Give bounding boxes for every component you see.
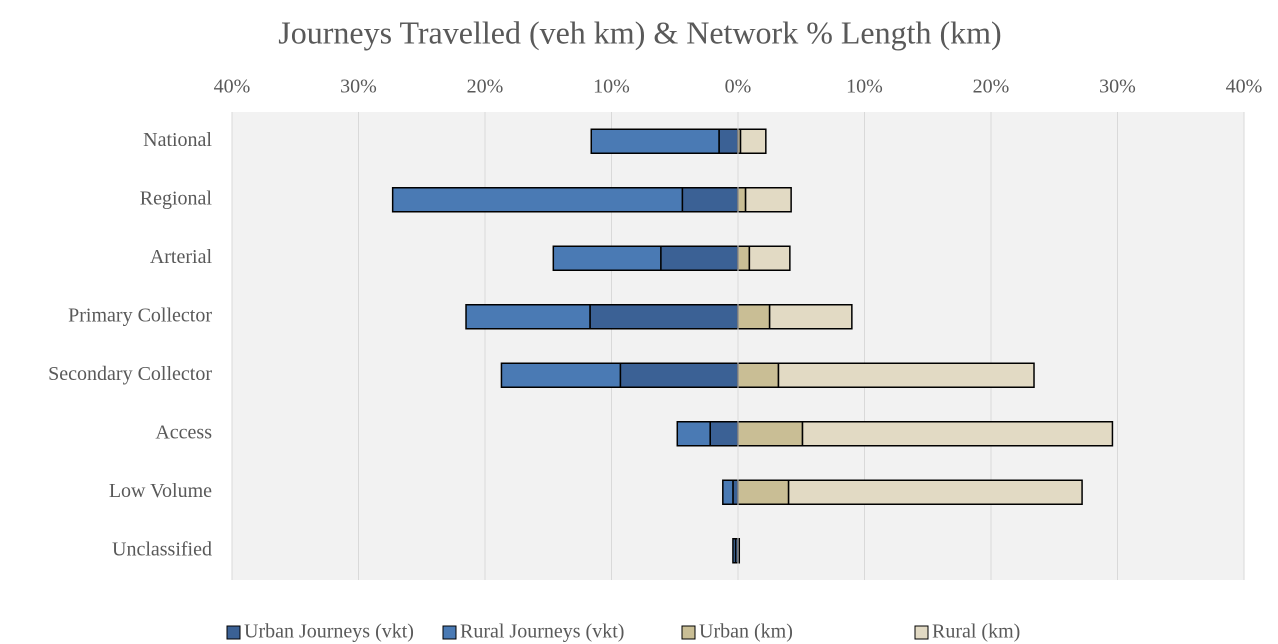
legend-swatch [914, 625, 929, 640]
bar [676, 421, 711, 447]
x-tick-label: 0% [725, 76, 752, 98]
bar [465, 304, 591, 330]
chart-title: Journeys Travelled (veh km) & Network % … [278, 14, 1001, 50]
legend-swatch [226, 625, 241, 640]
x-tick-label: 20% [467, 76, 504, 98]
bar [801, 421, 1114, 447]
y-tick-label: Secondary Collector [48, 363, 212, 385]
bar [552, 245, 662, 271]
legend-label: Rural Journeys (vkt) [460, 621, 624, 643]
x-tick-label: 10% [846, 76, 883, 98]
bar [739, 128, 767, 154]
bar [709, 421, 739, 447]
bar [589, 304, 739, 330]
y-tick-label: Primary Collector [68, 304, 212, 326]
bar [748, 245, 791, 271]
legend-swatch [681, 625, 696, 640]
x-tick-label: 30% [340, 76, 377, 98]
legend-label: Urban (km) [699, 621, 793, 643]
bar [660, 245, 739, 271]
y-tick-label: Unclassified [112, 538, 212, 560]
bar [590, 128, 720, 154]
bar [737, 245, 751, 271]
bar [732, 479, 739, 505]
bar [737, 362, 780, 388]
bar [500, 362, 622, 388]
bar [391, 187, 684, 213]
y-tick-label: National [143, 129, 212, 151]
y-tick-label: Low Volume [109, 480, 212, 502]
y-tick-label: Access [155, 421, 212, 443]
bar [681, 187, 739, 213]
bar [737, 421, 804, 447]
y-tick-label: Arterial [150, 246, 213, 268]
bar [744, 187, 792, 213]
x-tick-label: 10% [593, 76, 630, 98]
y-tick-label: Regional [140, 187, 213, 209]
bar [718, 128, 739, 154]
x-tick-label: 40% [214, 76, 251, 98]
bar [722, 479, 734, 505]
bar [732, 538, 737, 564]
legend-label: Urban Journeys (vkt) [244, 621, 414, 643]
bar [787, 479, 1083, 505]
x-tick-label: 20% [973, 76, 1010, 98]
bar [777, 362, 1035, 388]
x-tick-label: 30% [1099, 76, 1136, 98]
bar [737, 479, 790, 505]
legend-label: Rural (km) [932, 621, 1020, 643]
bar [768, 304, 853, 330]
legend-swatch [442, 625, 457, 640]
bar [737, 187, 747, 213]
x-tick-label: 40% [1226, 76, 1263, 98]
bar [619, 362, 739, 388]
bar [737, 304, 771, 330]
